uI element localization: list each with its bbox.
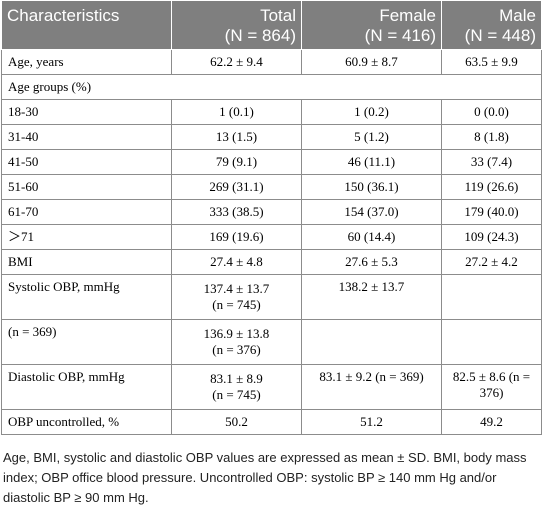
- cell-female: 154 (37.0): [301, 199, 442, 225]
- cell-male: 27.2 ± 4.2: [441, 249, 542, 275]
- cell-total: 13 (1.5): [171, 124, 302, 150]
- cell-female: 5 (1.2): [301, 124, 442, 150]
- cell-male: 63.5 ± 9.9: [441, 49, 542, 75]
- cell-male: 119 (26.6): [441, 174, 542, 200]
- header-characteristics: Characteristics: [1, 0, 172, 50]
- row-label: Diastolic OBP, mmHg: [1, 364, 172, 410]
- cell-male: 0 (0.0): [441, 99, 542, 125]
- cell-male: [441, 274, 542, 320]
- table-row: Systolic OBP, mmHg 137.4 ± 13.7 (n = 745)…: [1, 274, 542, 320]
- cell-male: 49.2: [441, 409, 542, 435]
- header-total: Total (N = 864): [171, 0, 302, 50]
- row-label: 51-60: [1, 174, 172, 200]
- cell-female: 150 (36.1): [301, 174, 442, 200]
- cell-female: 51.2: [301, 409, 442, 435]
- characteristics-table: Characteristics Total (N = 864) Female (N …: [1, 0, 542, 435]
- table-row: Diastolic OBP, mmHg 83.1 ± 8.9 (n = 745) …: [1, 364, 542, 410]
- cell-male: 109 (24.3): [441, 224, 542, 250]
- cell-total: 83.1 ± 8.9 (n = 745): [171, 364, 302, 410]
- characteristics-table-container: Characteristics Total (N = 864) Female (N …: [1, 0, 542, 435]
- table-body: Age, years 62.2 ± 9.4 60.9 ± 8.7 63.5 ± …: [1, 49, 542, 435]
- table-row: 31-40 13 (1.5) 5 (1.2) 8 (1.8): [1, 124, 542, 150]
- cell-total: 169 (19.6): [171, 224, 302, 250]
- cell-total: 333 (38.5): [171, 199, 302, 225]
- row-label: OBP uncontrolled, %: [1, 409, 172, 435]
- cell-female: [301, 319, 442, 365]
- cell-female: 60 (14.4): [301, 224, 442, 250]
- row-label: 31-40: [1, 124, 172, 150]
- table-row: Age, years 62.2 ± 9.4 60.9 ± 8.7 63.5 ± …: [1, 49, 542, 75]
- cell-total: 136.9 ± 13.8 (n = 376): [171, 319, 302, 365]
- row-label: 41-50: [1, 149, 172, 175]
- row-label-section: Age groups (%): [1, 74, 542, 100]
- table-row: (n = 369) 136.9 ± 13.8 (n = 376): [1, 319, 542, 365]
- table-row: 41-50 79 (9.1) 46 (11.1) 33 (7.4): [1, 149, 542, 175]
- table-row: OBP uncontrolled, % 50.2 51.2 49.2: [1, 409, 542, 435]
- row-label: Systolic OBP, mmHg: [1, 274, 172, 320]
- row-label: BMI: [1, 249, 172, 275]
- row-label: Age, years: [1, 49, 172, 75]
- cell-total: 79 (9.1): [171, 149, 302, 175]
- row-label: (n = 369): [1, 319, 172, 365]
- cell-total: 50.2: [171, 409, 302, 435]
- table-header: Characteristics Total (N = 864) Female (N …: [1, 0, 542, 50]
- cell-female: 83.1 ± 9.2 (n = 369): [301, 364, 442, 410]
- cell-male: 33 (7.4): [441, 149, 542, 175]
- header-row: Characteristics Total (N = 864) Female (N …: [1, 0, 542, 50]
- cell-male: 8 (1.8): [441, 124, 542, 150]
- cell-male: [441, 319, 542, 365]
- cell-female: 138.2 ± 13.7: [301, 274, 442, 320]
- header-female: Female (N = 416): [301, 0, 442, 50]
- cell-total: 269 (31.1): [171, 174, 302, 200]
- header-male: Male (N = 448): [441, 0, 542, 50]
- cell-total: 1 (0.1): [171, 99, 302, 125]
- table-row: 51-60 269 (31.1) 150 (36.1) 119 (26.6): [1, 174, 542, 200]
- cell-total: 137.4 ± 13.7 (n = 745): [171, 274, 302, 320]
- cell-male: 179 (40.0): [441, 199, 542, 225]
- row-label: 61-70: [1, 199, 172, 225]
- row-label: 18-30: [1, 99, 172, 125]
- cell-female: 46 (11.1): [301, 149, 442, 175]
- table-row: BMI 27.4 ± 4.8 27.6 ± 5.3 27.2 ± 4.2: [1, 249, 542, 275]
- cell-total: 62.2 ± 9.4: [171, 49, 302, 75]
- table-row: Age groups (%): [1, 74, 542, 100]
- table-row: 61-70 333 (38.5) 154 (37.0) 179 (40.0): [1, 199, 542, 225]
- cell-male: 82.5 ± 8.6 (n = 376): [441, 364, 542, 410]
- row-label: ＞71: [1, 224, 172, 250]
- cell-female: 1 (0.2): [301, 99, 442, 125]
- table-row: ＞71 169 (19.6) 60 (14.4) 109 (24.3): [1, 224, 542, 250]
- cell-female: 60.9 ± 8.7: [301, 49, 442, 75]
- table-footnote: Age, BMI, systolic and diastolic OBP val…: [3, 450, 527, 505]
- table-row: 18-30 1 (0.1) 1 (0.2) 0 (0.0): [1, 99, 542, 125]
- cell-total: 27.4 ± 4.8: [171, 249, 302, 275]
- cell-female: 27.6 ± 5.3: [301, 249, 442, 275]
